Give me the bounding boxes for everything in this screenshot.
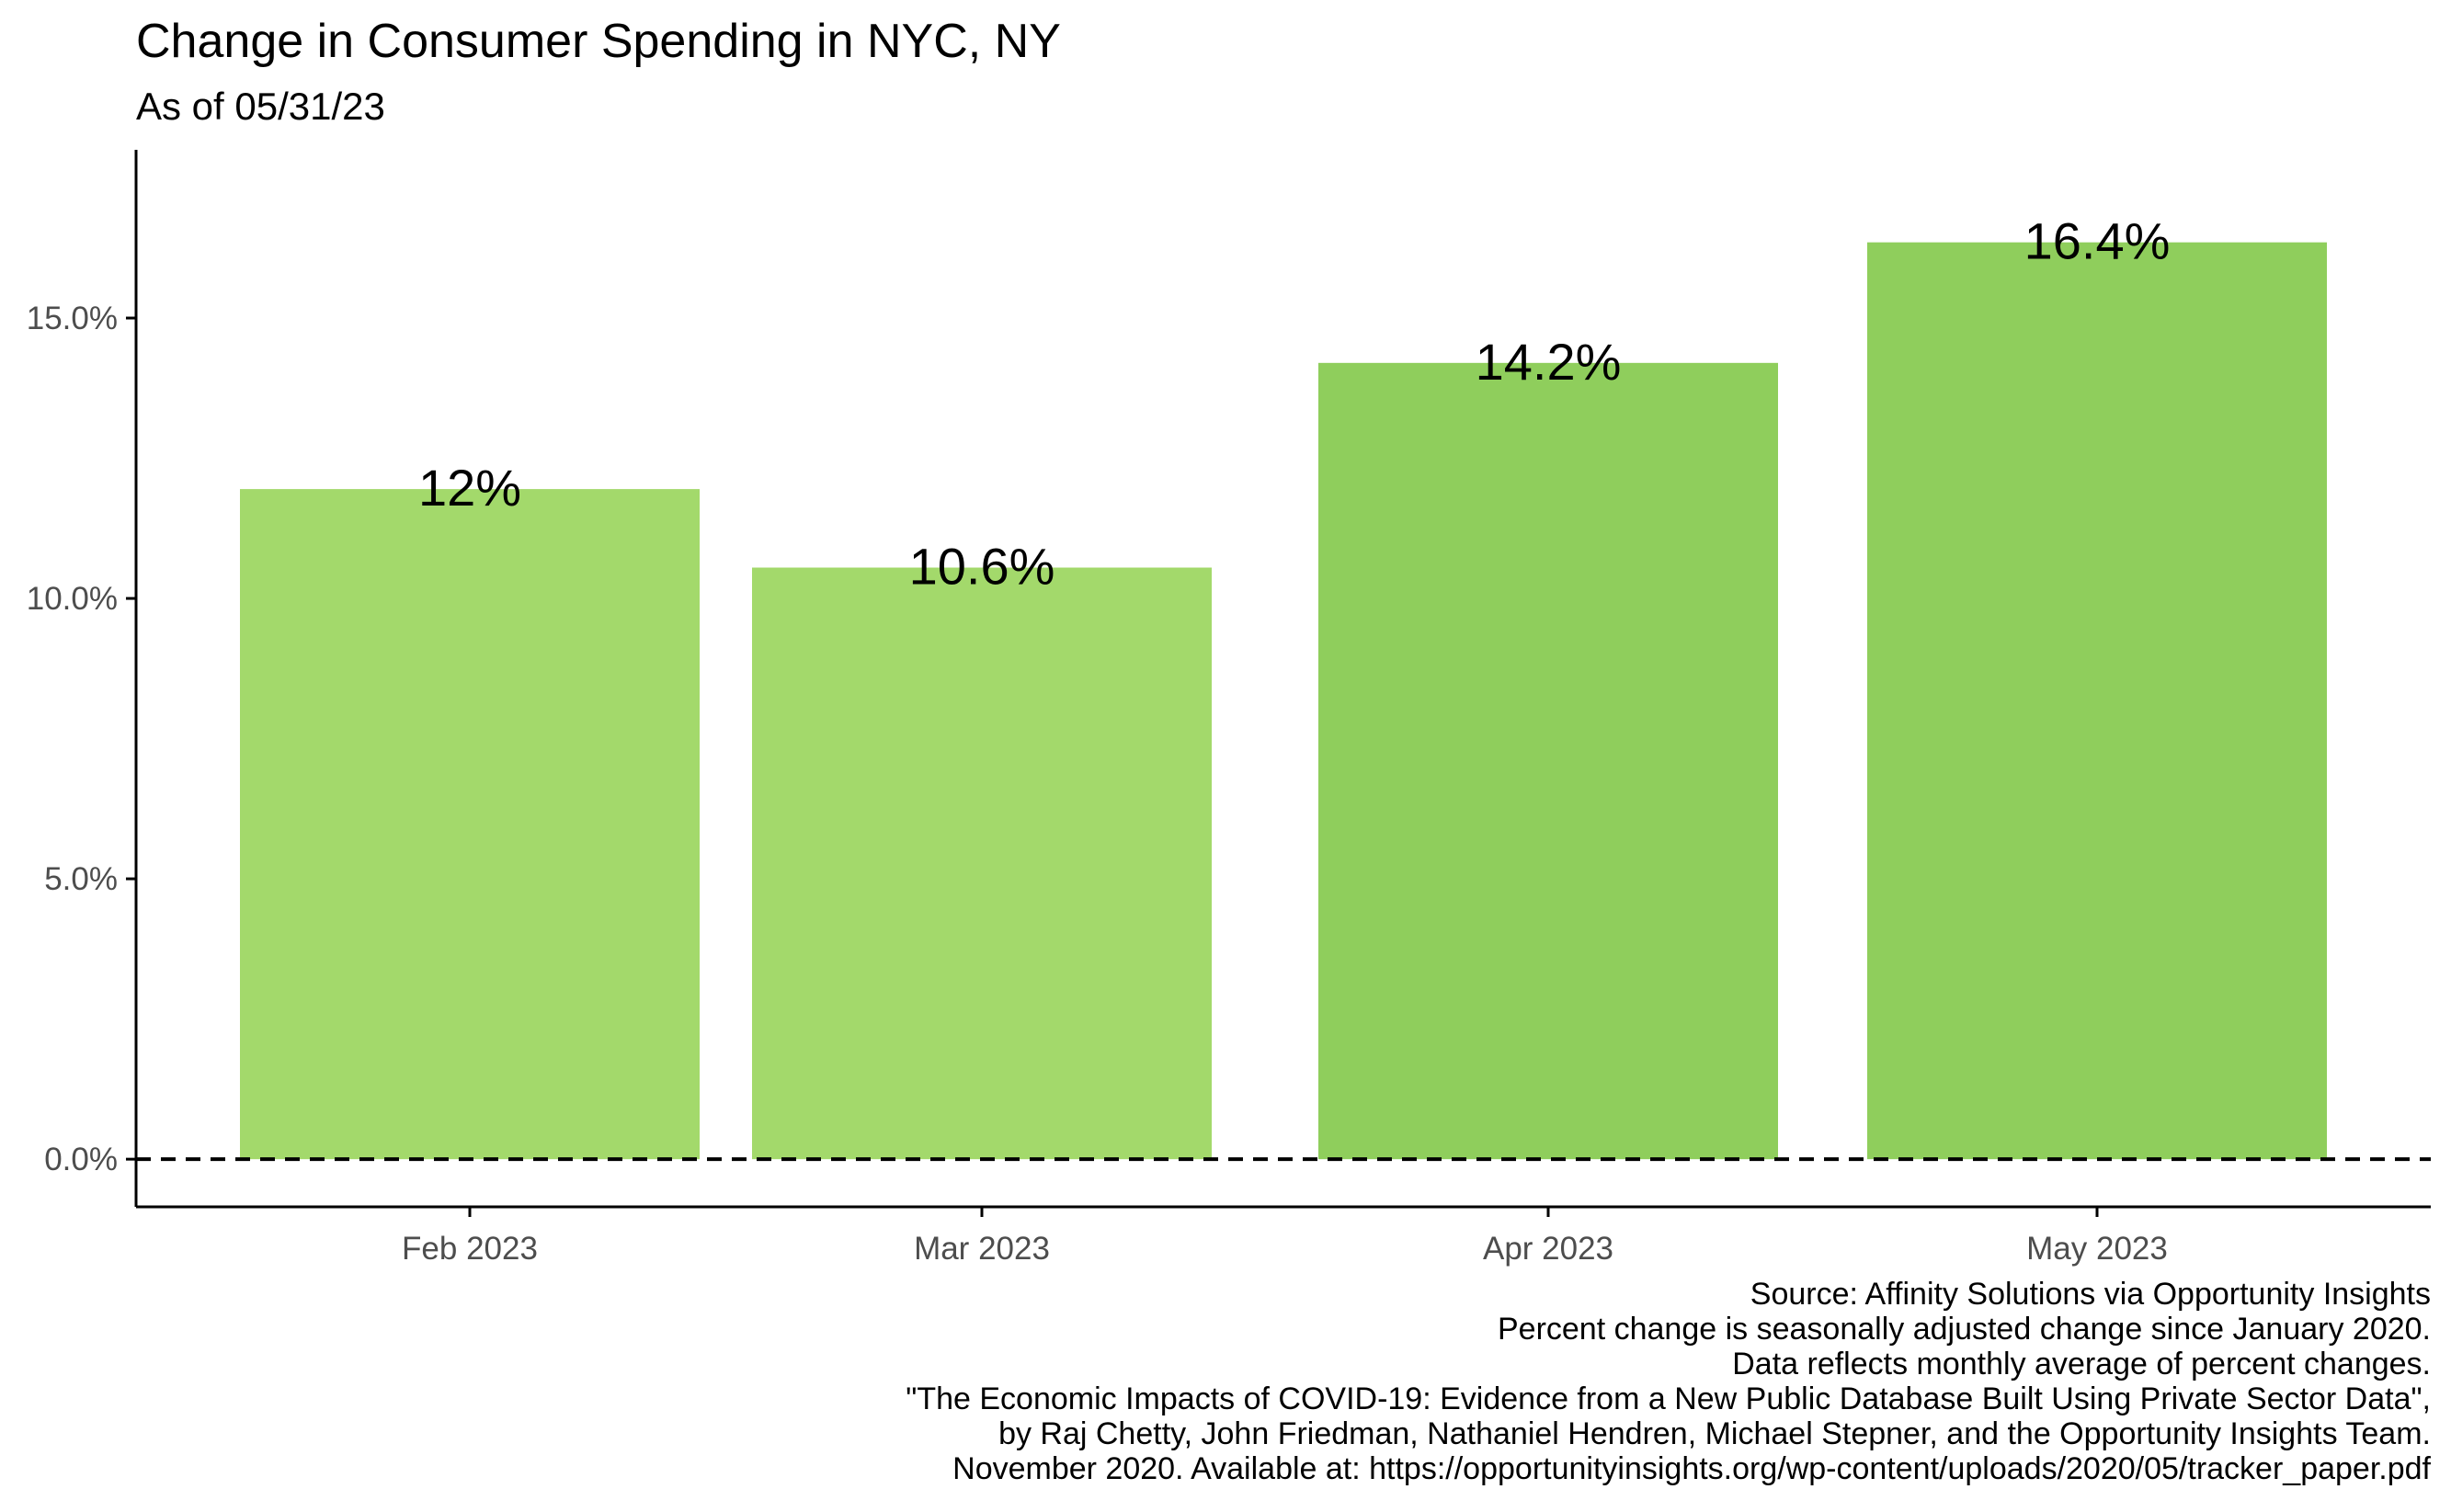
x-tick-label: Feb 2023 bbox=[402, 1231, 538, 1267]
x-tick-label: May 2023 bbox=[2026, 1231, 2168, 1267]
x-axis: Feb 2023 Mar 2023 Apr 2023 May 2023 bbox=[136, 1205, 2431, 1267]
bar-feb-2023 bbox=[240, 489, 700, 1160]
x-tick-label: Apr 2023 bbox=[1483, 1231, 1613, 1267]
caption-line: "The Economic Impacts of COVID-19: Evide… bbox=[906, 1381, 2431, 1416]
y-tick-label: 5.0% bbox=[44, 861, 118, 897]
caption-line: Data reflects monthly average of percent… bbox=[1732, 1347, 2431, 1381]
caption-line: by Raj Chetty, John Friedman, Nathaniel … bbox=[998, 1416, 2431, 1451]
data-label: 10.6% bbox=[909, 538, 1055, 596]
data-label: 14.2% bbox=[1476, 333, 1622, 391]
caption-line: Percent change is seasonally adjusted ch… bbox=[1498, 1312, 2431, 1347]
chart-title: Change in Consumer Spending in NYC, NY bbox=[136, 15, 1061, 68]
x-tick-label: Mar 2023 bbox=[914, 1231, 1050, 1267]
caption-line: Source: Affinity Solutions via Opportuni… bbox=[1750, 1277, 2431, 1312]
bars bbox=[136, 242, 2431, 1162]
y-tick-label: 15.0% bbox=[27, 301, 118, 336]
bar-apr-2023 bbox=[1318, 362, 1778, 1160]
y-tick-label: 0.0% bbox=[44, 1142, 118, 1177]
data-label: 12% bbox=[418, 459, 521, 517]
chart-subtitle: As of 05/31/23 bbox=[136, 85, 385, 128]
caption-line: November 2020. Available at: https://opp… bbox=[952, 1451, 2431, 1486]
bar-labels: 12% 10.6% 14.2% 16.4% bbox=[418, 212, 2170, 596]
caption: Source: Affinity Solutions via Opportuni… bbox=[906, 1277, 2431, 1486]
data-label: 16.4% bbox=[2024, 212, 2171, 270]
y-axis: 0.0% 5.0% 10.0% 15.0% bbox=[27, 150, 138, 1207]
y-tick-label: 10.0% bbox=[27, 581, 118, 617]
bar-may-2023 bbox=[1867, 242, 2327, 1160]
bar-mar-2023 bbox=[752, 567, 1212, 1160]
